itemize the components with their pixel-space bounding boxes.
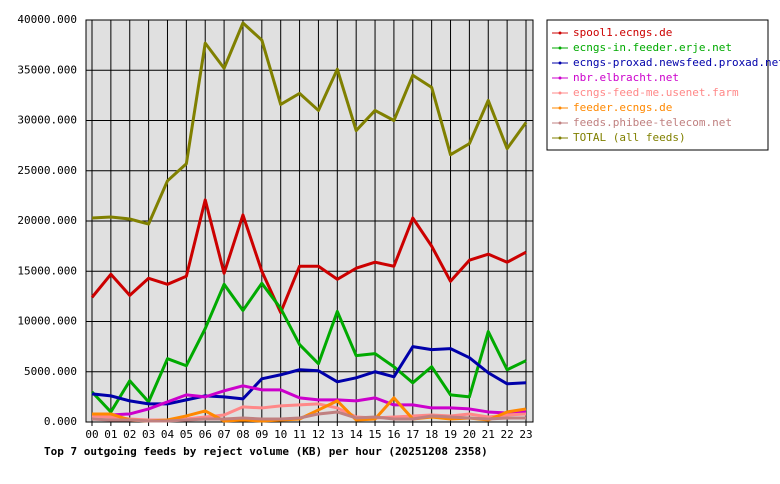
x-tick-label: 15 <box>368 428 381 441</box>
x-tick-label: 13 <box>331 428 344 441</box>
x-tick-label: 14 <box>350 428 364 441</box>
legend-label: ecngs-in.feeder.erje.net <box>573 41 732 54</box>
x-tick-label: 05 <box>180 428 193 441</box>
x-tick-label: 10 <box>274 428 287 441</box>
x-tick-label: 08 <box>236 428 249 441</box>
legend-marker <box>558 136 562 140</box>
x-tick-label: 23 <box>519 428 532 441</box>
x-tick-label: 04 <box>161 428 175 441</box>
legend-marker <box>558 106 562 110</box>
y-tick-label: 25000.000 <box>17 164 77 177</box>
series-line <box>91 410 526 423</box>
y-tick-label: 35000.000 <box>17 63 77 76</box>
series-line <box>91 21 528 226</box>
legend-label: feeds.phibee-telecom.net <box>573 116 732 129</box>
series-line <box>90 281 527 414</box>
x-tick-label: 18 <box>425 428 438 441</box>
x-tick-label: 11 <box>293 428 306 441</box>
legend <box>546 19 769 151</box>
x-tick-label: 12 <box>312 428 325 441</box>
legend-label: nbr.elbracht.net <box>573 71 679 84</box>
series-line <box>92 384 527 417</box>
legend-marker <box>558 91 562 95</box>
y-tick-label: 40000.000 <box>17 13 77 26</box>
legend-marker <box>558 76 562 80</box>
series-line <box>90 198 527 314</box>
legend-label: spool1.ecngs.de <box>573 26 672 39</box>
x-tick-label: 16 <box>387 428 400 441</box>
legend-label: ecngs-proxad.newsfeed.proxad.net <box>573 56 780 69</box>
legend-marker <box>558 61 562 65</box>
legend-label: feeder.ecngs.de <box>573 101 672 114</box>
y-tick-label: 0.000 <box>44 415 77 428</box>
y-tick-label: 10000.000 <box>17 315 77 328</box>
x-tick-label: 19 <box>444 428 457 441</box>
y-tick-label: 5000.000 <box>24 365 77 378</box>
legend-label: ecngs-feed-me.usenet.farm <box>573 86 739 99</box>
y-tick-label: 20000.000 <box>17 214 77 227</box>
legend-label: TOTAL (all feeds) <box>573 131 686 144</box>
x-tick-label: 06 <box>199 428 212 441</box>
legend-marker <box>558 31 562 35</box>
x-tick-label: 03 <box>142 428 155 441</box>
chart-title: Top 7 outgoing feeds by reject volume (K… <box>44 445 488 458</box>
x-tick-label: 00 <box>85 428 98 441</box>
y-tick-label: 15000.000 <box>17 264 77 277</box>
x-tick-label: 21 <box>482 428 495 441</box>
y-tick-label: 30000.000 <box>17 114 77 127</box>
x-tick-label: 02 <box>123 428 136 441</box>
x-tick-label: 07 <box>217 428 230 441</box>
x-tick-label: 20 <box>463 428 476 441</box>
x-tick-label: 01 <box>104 428 117 441</box>
legend-marker <box>558 46 562 50</box>
x-tick-label: 09 <box>255 428 268 441</box>
legend-marker <box>558 121 562 125</box>
x-tick-label: 17 <box>406 428 419 441</box>
x-tick-label: 22 <box>501 428 514 441</box>
